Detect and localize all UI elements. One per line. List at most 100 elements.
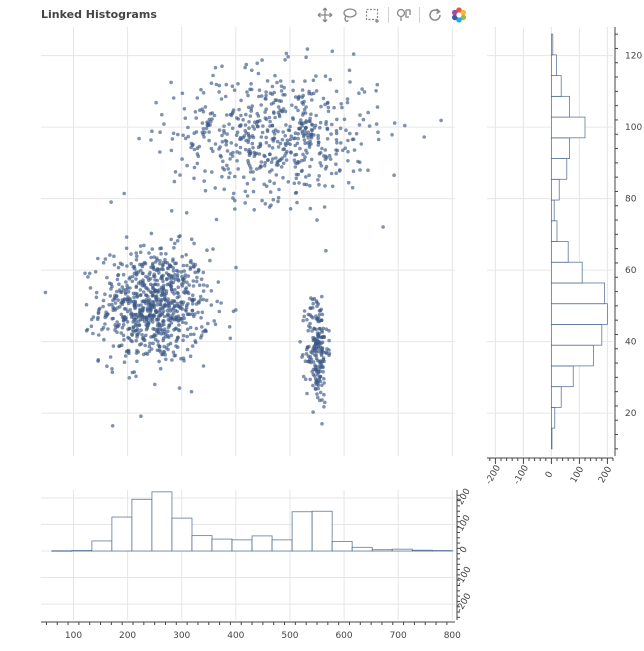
scatter-point <box>272 136 277 140</box>
scatter-point <box>166 301 171 305</box>
scatter-point <box>159 293 164 298</box>
y-histogram-x-tick-label: 0 <box>544 470 556 480</box>
scatter-point <box>182 290 186 294</box>
scatter-point <box>158 325 162 329</box>
scatter-point <box>120 262 124 267</box>
scatter-point <box>180 157 184 161</box>
scatter-point <box>323 157 328 162</box>
scatter-point <box>280 137 285 142</box>
scatter-point <box>285 138 290 143</box>
scatter-point <box>340 105 344 110</box>
scatter-point <box>311 410 315 414</box>
scatter-point <box>299 118 303 122</box>
scatter-point <box>300 124 305 128</box>
scatter-point <box>164 271 169 275</box>
bokeh-logo-button[interactable] <box>447 3 471 27</box>
scatter-point <box>189 145 193 150</box>
y-histogram-plot[interactable]: 20 40 60 80 100 120 -200 -100 0 100 200 <box>484 27 642 486</box>
scatter-point <box>120 298 124 302</box>
scatter-point <box>134 351 139 355</box>
scatter-point <box>113 323 117 327</box>
scatter-point <box>276 105 281 109</box>
scatter-point <box>315 331 320 335</box>
scatter-point <box>160 328 164 333</box>
scatter-point <box>110 424 115 428</box>
scatter-point <box>325 347 329 351</box>
scatter-point <box>268 190 273 194</box>
scatter-point <box>276 195 281 200</box>
scatter-plot[interactable] <box>41 27 455 456</box>
scatter-point <box>317 152 322 156</box>
scatter-point <box>346 149 350 154</box>
scatter-point <box>197 301 201 305</box>
scatter-point <box>185 263 189 268</box>
scatter-point <box>259 103 264 107</box>
scatter-point <box>270 157 275 161</box>
scatter-point <box>121 333 126 338</box>
scatter-point <box>163 295 167 300</box>
scatter-point <box>330 122 334 127</box>
scatter-point <box>254 167 259 171</box>
scatter-point <box>381 225 385 229</box>
scatter-point <box>167 303 172 308</box>
scatter-point <box>220 64 224 68</box>
scatter-point <box>303 377 308 382</box>
scatter-point <box>323 184 327 188</box>
scatter-point <box>305 47 310 51</box>
scatter-point <box>310 123 315 127</box>
scatter-point <box>174 268 179 273</box>
scatter-point <box>181 263 186 268</box>
scatter-point <box>187 296 192 301</box>
scatter-point <box>376 137 381 142</box>
scatter-point <box>403 123 407 128</box>
scatter-point <box>132 264 137 269</box>
scatter-point <box>284 51 289 56</box>
x-histogram-bar <box>411 549 433 552</box>
scatter-point <box>189 389 194 394</box>
reset-tool-button[interactable] <box>423 3 447 27</box>
scatter-point <box>139 268 143 273</box>
scatter-point <box>241 118 245 122</box>
scatter-point <box>264 184 269 188</box>
scatter-point <box>138 342 142 347</box>
scatter-point <box>204 329 208 334</box>
scatter-point <box>283 58 287 62</box>
scatter-point <box>315 337 319 342</box>
scatter-point <box>295 141 300 146</box>
y-histogram-bar <box>551 199 555 222</box>
scatter-point <box>322 376 326 381</box>
scatter-point <box>320 398 324 402</box>
lasso-select-tool-button[interactable] <box>337 3 361 27</box>
scatter-point <box>233 198 237 203</box>
scatter-point <box>291 79 295 84</box>
scatter-point <box>245 90 249 94</box>
scatter-point <box>201 297 206 302</box>
scatter-point <box>305 151 309 155</box>
scatter-point <box>188 312 192 317</box>
scatter-point <box>171 269 176 273</box>
scatter-point <box>125 264 129 268</box>
scatter-point <box>89 324 94 329</box>
scatter-point <box>329 132 333 136</box>
scatter-point <box>171 96 176 100</box>
scatter-point <box>172 179 177 184</box>
scatter-point <box>263 202 268 206</box>
scatter-point <box>115 306 120 310</box>
scatter-point <box>195 152 200 156</box>
scatter-point <box>316 302 321 306</box>
scatter-point <box>207 130 211 134</box>
scatter-point <box>294 105 298 110</box>
scatter-point <box>185 280 189 285</box>
scatter-point <box>320 330 325 334</box>
scatter-point <box>172 246 176 250</box>
scatter-point <box>334 171 339 175</box>
scatter-point <box>144 286 148 290</box>
scatter-point <box>87 271 92 276</box>
scatter-point <box>214 82 219 87</box>
x-histogram-bar <box>391 548 413 552</box>
scatter-point <box>247 120 251 124</box>
scatter-point <box>151 341 155 346</box>
box-select-tool-button[interactable] <box>361 3 385 27</box>
